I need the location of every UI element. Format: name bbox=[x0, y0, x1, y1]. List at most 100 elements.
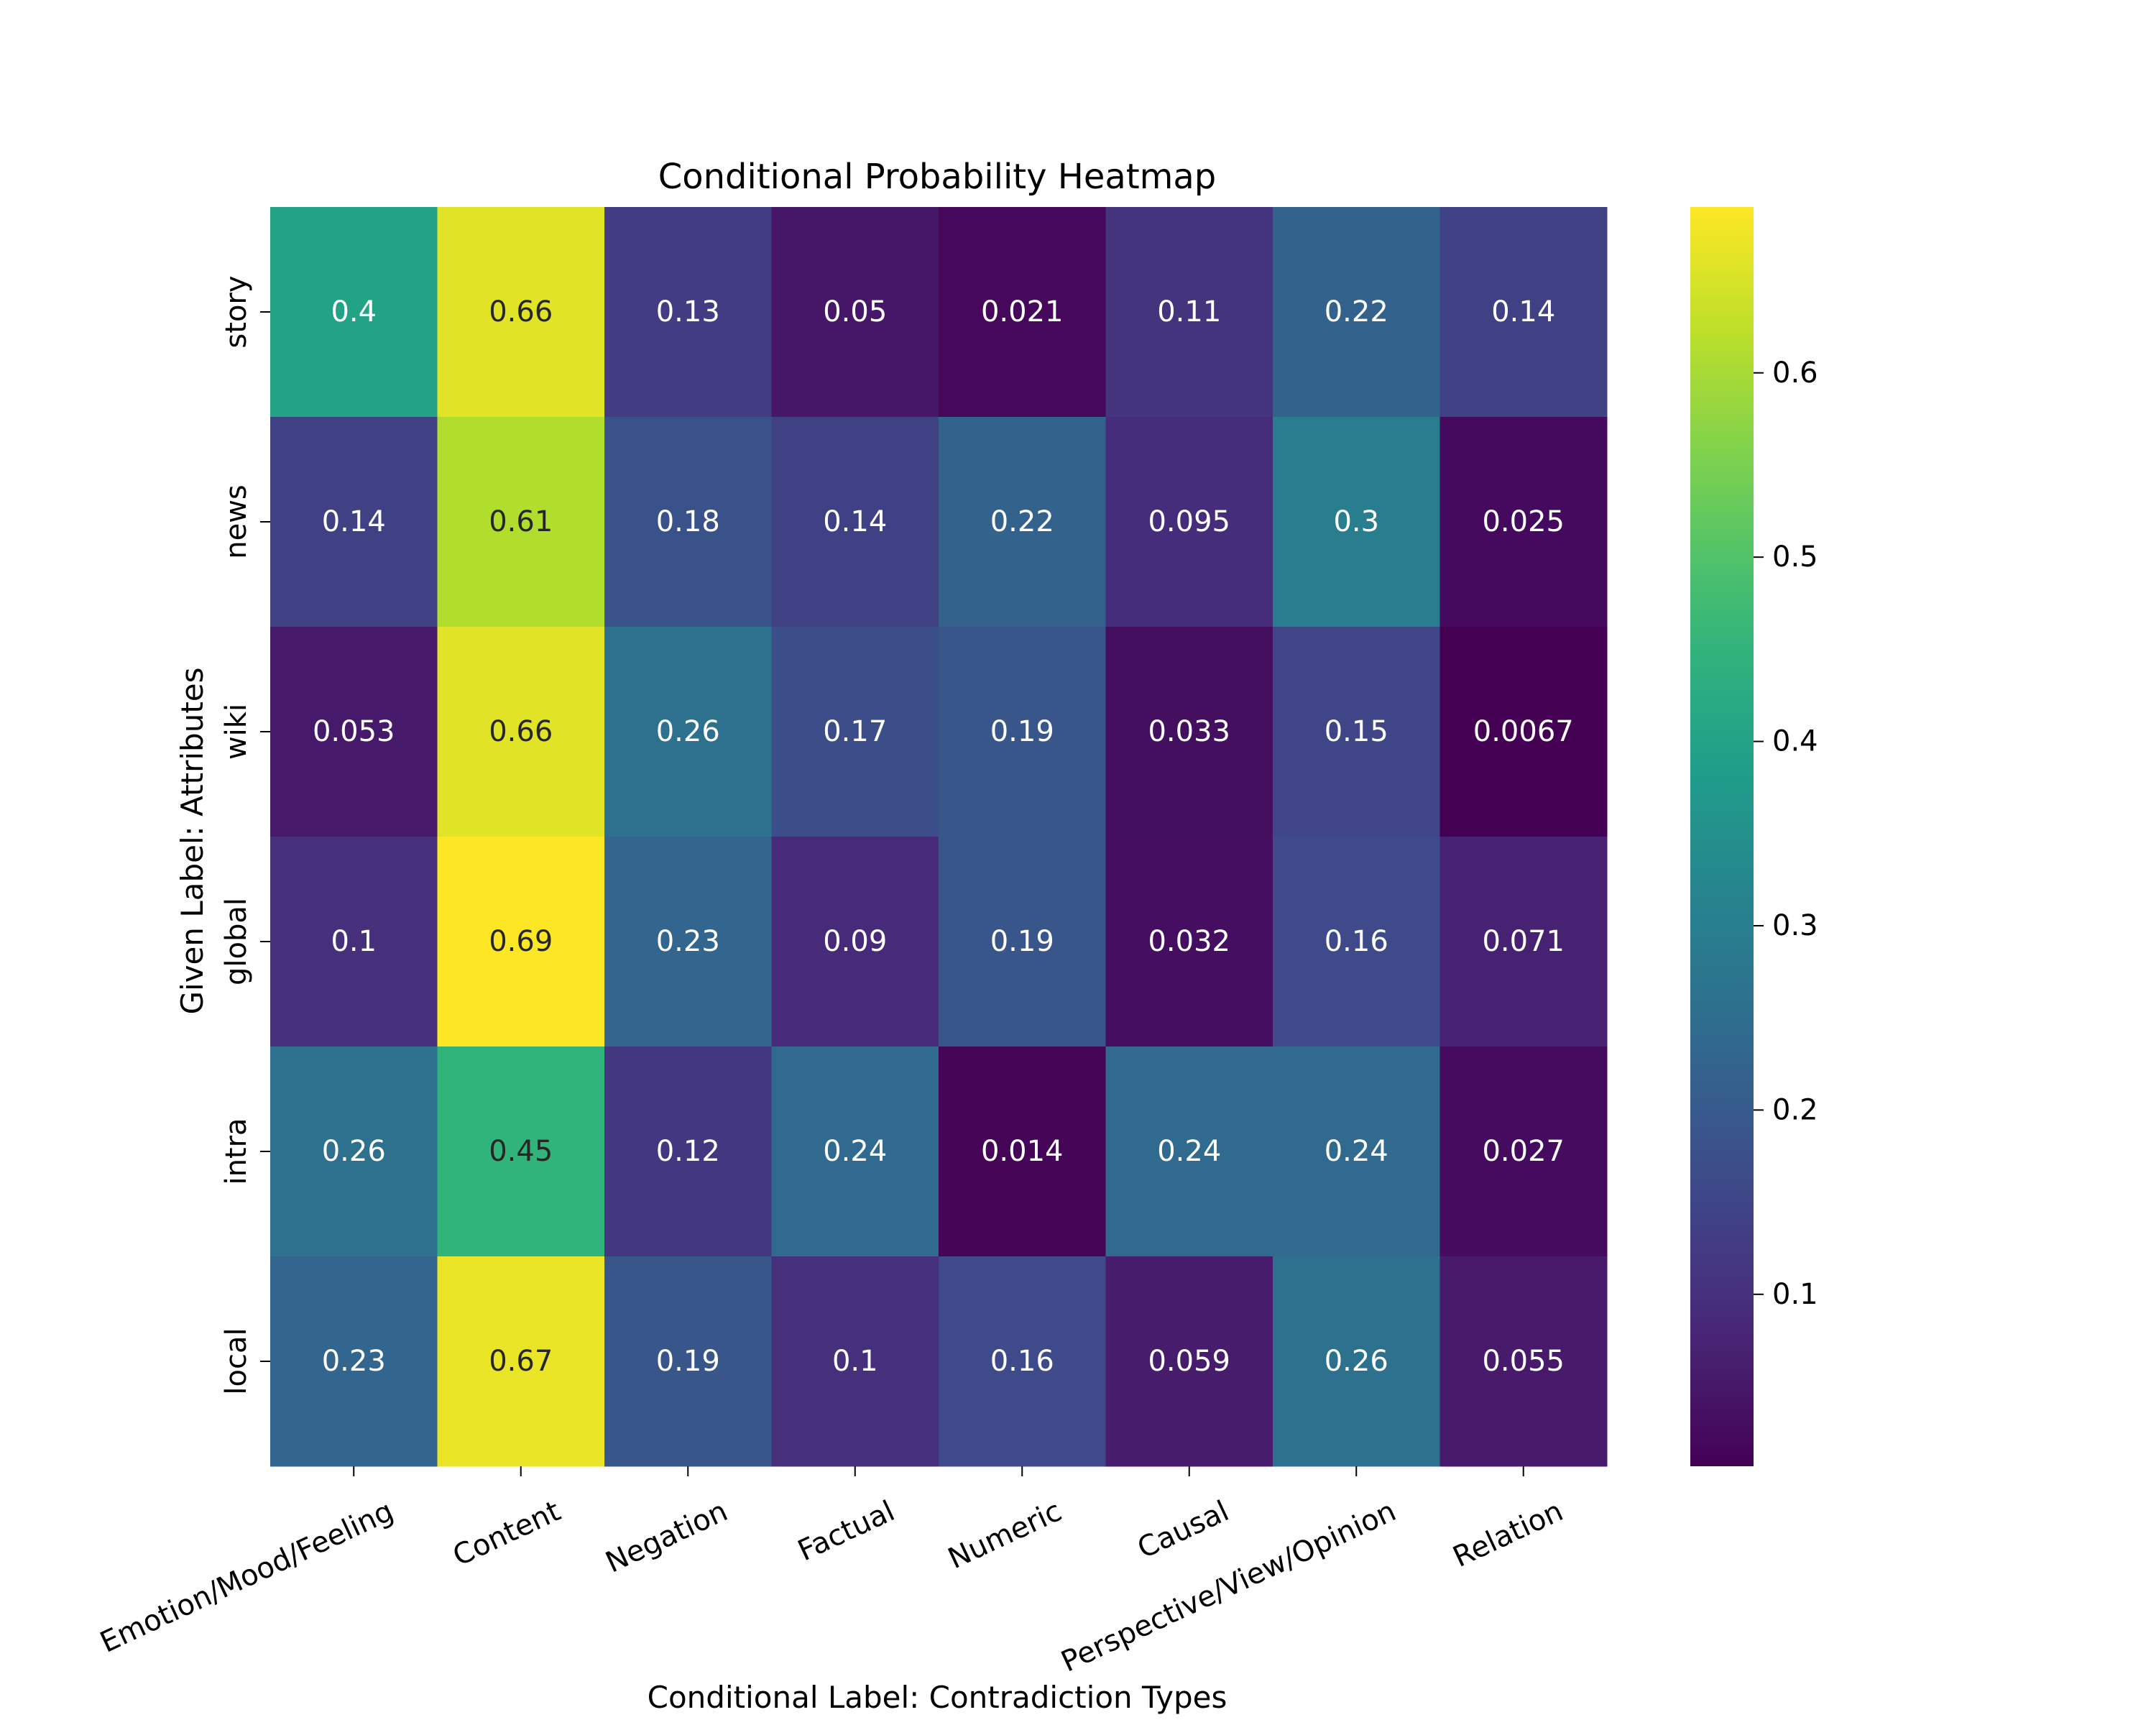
heatmap-cell bbox=[1439, 1046, 1608, 1257]
colorbar-tick-label: 0.3 bbox=[1772, 909, 1818, 942]
cell-value-label: 0.0067 bbox=[1473, 715, 1574, 748]
cell-value-label: 0.09 bbox=[823, 925, 887, 958]
colorbar bbox=[1690, 207, 1754, 1466]
cell-value-label: 0.14 bbox=[1491, 295, 1555, 328]
cell-value-label: 0.67 bbox=[489, 1345, 553, 1378]
cell-value-label: 0.19 bbox=[990, 715, 1054, 748]
cell-value-label: 0.24 bbox=[1157, 1135, 1221, 1168]
heatmap-cell bbox=[270, 837, 438, 1047]
cell-value-label: 0.027 bbox=[1482, 1135, 1565, 1168]
heatmap-cell bbox=[1439, 837, 1608, 1047]
cell-value-label: 0.22 bbox=[1325, 295, 1388, 328]
cell-value-label: 0.16 bbox=[1325, 925, 1388, 958]
heatmap-cell bbox=[604, 627, 772, 837]
cell-value-label: 0.23 bbox=[322, 1345, 386, 1378]
x-axis: Emotion/Mood/Feeling Content Negation Factu… bbox=[96, 1466, 1568, 1679]
heatmap-cell bbox=[270, 207, 438, 418]
heatmap-cell bbox=[270, 417, 438, 627]
heatmap-cell bbox=[604, 1046, 772, 1257]
y-axis-title: Given Label: Attributes bbox=[175, 667, 210, 1014]
colorbar-ticks: 0.1 0.2 0.3 0.4 0.5 0.6 bbox=[1754, 356, 1818, 1311]
cell-value-label: 0.26 bbox=[322, 1135, 386, 1168]
cell-value-label: 0.055 bbox=[1482, 1345, 1565, 1378]
heatmap-cell bbox=[1439, 417, 1608, 627]
cell-value-label: 0.18 bbox=[656, 505, 720, 538]
cell-value-label: 0.1 bbox=[832, 1345, 878, 1378]
heatmap-cell bbox=[1273, 1256, 1440, 1467]
heatmap-cell bbox=[437, 207, 605, 418]
cell-value-label: 0.13 bbox=[656, 295, 720, 328]
cell-value-label: 0.095 bbox=[1148, 505, 1230, 538]
x-tick-label: Emotion/Mood/Feeling bbox=[96, 1494, 399, 1659]
heatmap-cell bbox=[437, 1046, 605, 1257]
cell-value-label: 0.66 bbox=[489, 715, 553, 748]
colorbar-tick-label: 0.1 bbox=[1772, 1278, 1818, 1311]
cell-value-label: 0.4 bbox=[331, 295, 377, 328]
colorbar-tick-label: 0.4 bbox=[1772, 725, 1818, 758]
y-tick-label: intra bbox=[220, 1118, 253, 1184]
cell-value-label: 0.16 bbox=[990, 1345, 1054, 1378]
heatmap-cell bbox=[437, 627, 605, 837]
cell-value-label: 0.059 bbox=[1148, 1345, 1230, 1378]
colorbar-tick-label: 0.2 bbox=[1772, 1093, 1818, 1126]
heatmap-cell bbox=[939, 207, 1106, 418]
heatmap-cell bbox=[771, 1256, 939, 1467]
cell-value-label: 0.19 bbox=[990, 925, 1054, 958]
cell-value-label: 0.26 bbox=[1325, 1345, 1388, 1378]
cell-value-label: 0.032 bbox=[1148, 925, 1230, 958]
heatmap-cell bbox=[437, 837, 605, 1047]
cell-value-label: 0.24 bbox=[823, 1135, 887, 1168]
y-tick-label: local bbox=[220, 1328, 253, 1394]
cell-value-label: 0.26 bbox=[656, 715, 720, 748]
cell-value-label: 0.19 bbox=[656, 1345, 720, 1378]
cell-value-label: 0.12 bbox=[656, 1135, 720, 1168]
heatmap-cell bbox=[604, 207, 772, 418]
heatmap-cell bbox=[437, 1256, 605, 1467]
cell-value-label: 0.66 bbox=[489, 295, 553, 328]
heatmap-cell bbox=[939, 417, 1106, 627]
heatmap-cell bbox=[771, 837, 939, 1047]
heatmap-cell bbox=[1273, 1046, 1440, 1257]
cell-value-label: 0.23 bbox=[656, 925, 720, 958]
cell-value-label: 0.071 bbox=[1482, 925, 1565, 958]
x-tick-label: Numeric bbox=[943, 1494, 1067, 1576]
heatmap-cell bbox=[1105, 207, 1273, 418]
heatmap-cell bbox=[270, 627, 438, 837]
cell-value-label: 0.61 bbox=[489, 505, 553, 538]
y-tick-label: news bbox=[220, 484, 253, 559]
heatmap-cell bbox=[270, 1256, 438, 1467]
heatmap-cell bbox=[1105, 417, 1273, 627]
cell-value-label: 0.025 bbox=[1482, 505, 1565, 538]
colorbar-tick-label: 0.6 bbox=[1772, 356, 1818, 390]
heatmap-cell bbox=[771, 627, 939, 837]
colorbar-tick-label: 0.5 bbox=[1772, 540, 1818, 574]
x-tick-label: Factual bbox=[793, 1494, 900, 1568]
cell-value-label: 0.17 bbox=[823, 715, 887, 748]
heatmap-cell bbox=[939, 1046, 1106, 1257]
heatmap-cell bbox=[437, 417, 605, 627]
y-tick-label: story bbox=[220, 275, 253, 348]
heatmap-cell bbox=[1273, 207, 1440, 418]
cell-value-label: 0.11 bbox=[1157, 295, 1221, 328]
y-tick-label: wiki bbox=[220, 704, 253, 760]
cell-value-label: 0.22 bbox=[990, 505, 1054, 538]
heatmap-cell bbox=[1105, 627, 1273, 837]
x-tick-label: Causal bbox=[1133, 1494, 1234, 1565]
heatmap-cell bbox=[939, 837, 1106, 1047]
cell-value-label: 0.69 bbox=[489, 925, 553, 958]
x-tick-label: Relation bbox=[1448, 1494, 1568, 1574]
heatmap-cell bbox=[1273, 837, 1440, 1047]
heatmap-cell bbox=[771, 1046, 939, 1257]
cell-value-label: 0.021 bbox=[981, 295, 1064, 328]
cell-value-label: 0.45 bbox=[489, 1135, 553, 1168]
cell-value-label: 0.033 bbox=[1148, 715, 1230, 748]
heatmap-cell bbox=[1273, 417, 1440, 627]
cell-value-label: 0.053 bbox=[313, 715, 395, 748]
y-tick-label: global bbox=[220, 898, 253, 985]
chart-title: Conditional Probability Heatmap bbox=[658, 157, 1217, 197]
cell-value-label: 0.14 bbox=[823, 505, 887, 538]
heatmap-cell bbox=[1439, 207, 1608, 418]
cell-value-label: 0.014 bbox=[981, 1135, 1064, 1168]
cell-value-label: 0.14 bbox=[322, 505, 386, 538]
